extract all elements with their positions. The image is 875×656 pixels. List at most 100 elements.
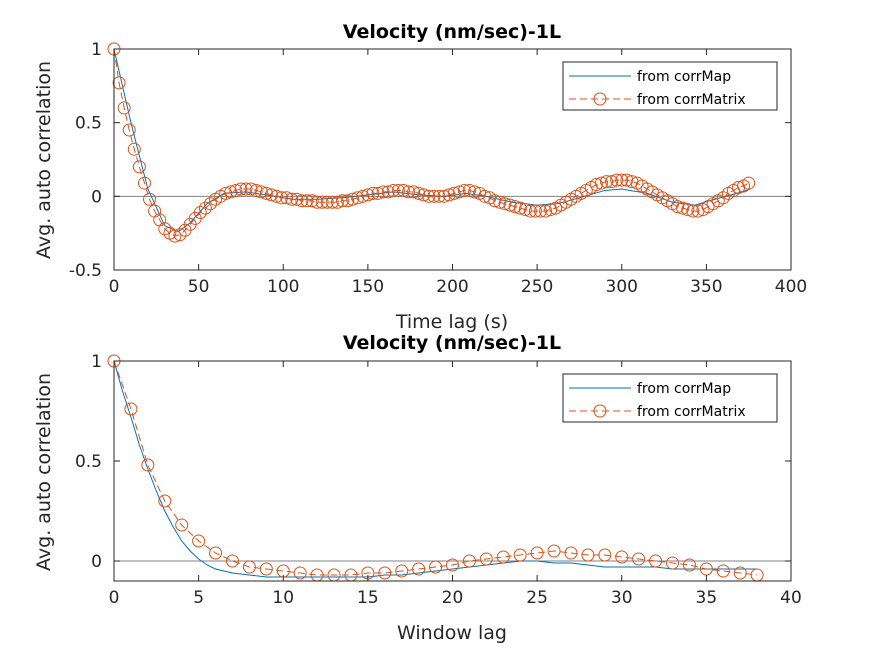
x-tick-label: 30 [611,588,633,608]
data-point-corrmatrix [686,204,700,218]
data-point-corrmatrix [346,192,360,206]
data-point-corrmatrix [523,204,537,218]
data-point-corrmatrix [605,175,619,189]
data-point-corrmatrix [681,203,695,217]
data-point-corrmatrix [417,188,431,202]
subplot-bottom-xlabel: Window lag [397,622,507,644]
data-point-corrmatrix [315,195,329,209]
data-point-corrmatrix [447,186,461,200]
x-tick-label: 20 [442,588,464,608]
data-point-corrmatrix [249,183,263,197]
data-point-corrmatrix [402,185,415,199]
data-point-corrmatrix [598,548,612,562]
legend-label-corrmatrix: from corrMatrix [637,404,746,420]
y-tick-label: 1 [91,352,102,372]
subplot-bottom-plot-area: 0 5 10 15 20 25 30 35 40 0 0.5 1 [75,352,802,608]
data-point-corrmatrix [175,518,189,532]
data-point-corrmatrix [295,194,309,208]
data-point-corrmatrix [229,183,243,197]
legend-marker-corrmatrix [593,92,607,106]
data-point-corrmatrix [391,183,405,197]
data-point-corrmatrix [547,544,561,558]
x-tick-label: 10 [272,588,294,608]
data-point-corrmatrix [193,206,207,220]
legend-box [562,373,778,423]
data-point-corrmatrix [649,554,663,568]
data-point-corrmatrix [457,183,471,197]
subplot-top-ylabel: Avg. auto correlation [33,61,55,259]
x-tick-label: 5 [193,588,204,608]
legend-label-corrmap: from corrMap [637,69,731,85]
data-point-corrmatrix [479,552,493,566]
subplot-top-xlabel: Time lag (s) [395,311,508,333]
data-point-corrmatrix [733,566,747,580]
x-tick-label: 15 [357,588,379,608]
data-point-corrmatrix [275,191,289,205]
data-point-corrmatrix [244,182,258,196]
data-point-corrmatrix [173,228,187,242]
data-point-corrmatrix [412,562,426,576]
data-point-corrmatrix [432,189,446,203]
data-point-corrmatrix [498,197,512,211]
data-point-corrmatrix [335,194,349,208]
data-point-corrmatrix [600,175,614,189]
data-point-corrmatrix [168,229,182,243]
data-point-corrmatrix [589,178,603,192]
y-tick-label: 0 [91,187,102,207]
data-point-corrmatrix [682,558,696,572]
data-point-corrmatrix [224,185,238,199]
data-point-corrmatrix [666,556,680,570]
data-point-corrmatrix [371,186,385,200]
data-point-corrmatrix [496,550,510,564]
data-point-corrmatrix [437,189,451,203]
data-point-corrmatrix [503,198,517,212]
data-point-corrmatrix [427,189,441,203]
data-point-corrmatrix [493,195,507,209]
data-point-corrmatrix [716,564,730,578]
legend-label-corrmap: from corrMap [637,381,731,397]
x-tick-label: 400 [775,277,807,297]
data-point-corrmatrix [264,188,278,202]
x-tick-label: 0 [109,277,120,297]
data-point-corrmatrix [676,201,690,215]
data-point-corrmatrix [518,203,532,217]
data-point-corrmatrix [158,222,172,236]
data-point-corrmatrix [716,191,730,205]
x-tick-label: 200 [436,277,468,297]
data-point-corrmatrix [508,200,522,214]
subplot-bottom: Velocity (nm/sec)-1L Window lag Avg. aut… [33,332,802,644]
data-point-corrmatrix [395,564,409,578]
data-point-corrmatrix [513,201,527,215]
data-point-corrmatrix [742,176,756,190]
data-point-corrmatrix [198,201,212,215]
subplot-top-legend: from corrMap from corrMatrix [562,61,778,111]
data-point-corrmatrix [671,200,685,214]
data-point-corrmatrix [632,552,646,566]
data-point-corrmatrix [452,185,466,199]
data-point-corrmatrix [351,191,365,205]
data-point-corrmatrix [610,173,624,187]
data-point-corrmatrix [462,554,476,568]
data-point-corrmatrix [488,194,502,208]
data-point-corrmatrix [137,176,151,190]
data-point-corrmatrix [513,548,527,562]
data-point-corrmatrix [320,195,334,209]
data-point-corrmatrix [422,189,436,203]
data-point-corrmatrix [132,160,146,174]
y-tick-label: 0 [91,552,102,572]
data-point-corrmatrix [407,185,421,199]
x-tick-label: 35 [696,588,718,608]
data-point-corrmatrix [330,195,344,209]
subplot-top-title: Velocity (nm/sec)-1L [343,21,561,43]
x-tick-label: 300 [606,277,638,297]
data-point-corrmatrix [581,548,595,562]
data-point-corrmatrix [366,186,380,200]
x-tick-label: 25 [526,588,548,608]
x-tick-label: 350 [690,277,722,297]
data-point-corrmatrix [192,534,206,548]
data-point-corrmatrix [564,546,578,560]
data-point-corrmatrix [293,566,307,580]
data-point-corrmatrix [259,562,273,576]
data-point-corrmatrix [446,558,459,572]
